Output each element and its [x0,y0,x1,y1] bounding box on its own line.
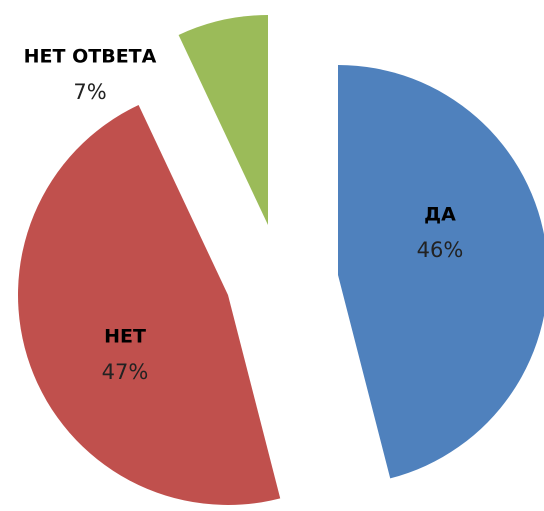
pie-slice [338,65,544,479]
slice-name: НЕТ [104,326,146,348]
pie-slice [17,104,281,505]
slice-name: НЕТ ОТВЕТА [24,46,157,68]
slice-value: 7% [73,80,106,104]
slice-value: 47% [102,360,149,384]
slice-name: ДА [424,204,456,226]
pie-slice [178,14,268,225]
slice-value: 46% [417,238,464,262]
